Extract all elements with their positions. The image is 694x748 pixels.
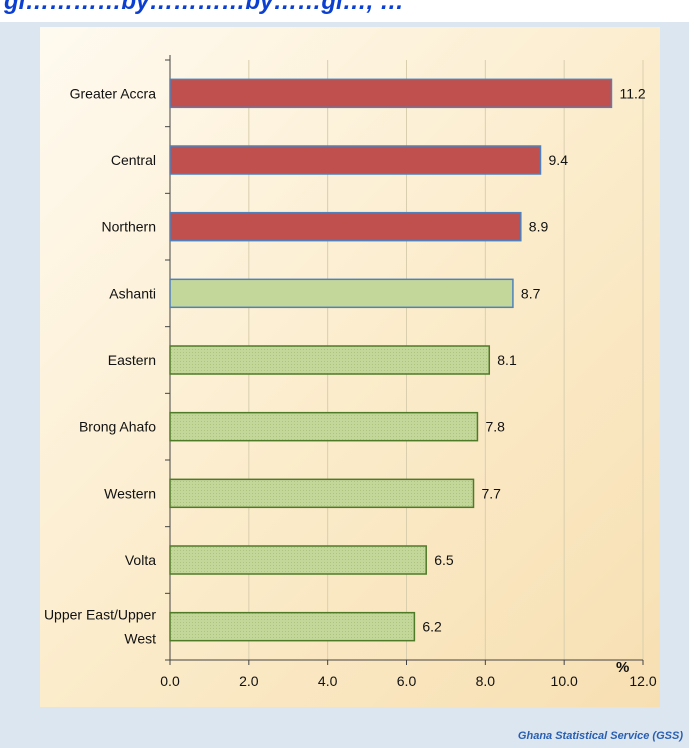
x-tick-label: 10.0 (551, 673, 578, 689)
data-label: 8.1 (497, 352, 517, 368)
data-label: 8.9 (529, 219, 549, 235)
data-label: 11.2 (619, 85, 645, 101)
chart-title-fragment: gi…………by…………by……gi…, … (4, 0, 405, 15)
chart-banner: gi…………by…………by……gi…, … (0, 0, 694, 22)
category-label: Ashanti (109, 285, 156, 301)
category-label: Upper East/Upper West (44, 607, 156, 647)
bar-chart: 0.0 2.0 4.0 6.0 8.0 10.0 12.0 11.2 Greater Accra… (44, 55, 657, 689)
x-tick-label: 6.0 (397, 673, 417, 689)
category-label: Brong Ahafo (79, 419, 156, 435)
unit-label: % (616, 659, 630, 676)
category-label: Greater Accra (70, 85, 157, 101)
bar (169, 478, 475, 509)
x-tick-label: 0.0 (160, 673, 180, 689)
bar (169, 545, 427, 575)
x-tick-label: 12.0 (629, 673, 656, 689)
category-label: Volta (125, 552, 156, 568)
data-label: 7.7 (482, 485, 502, 501)
category-label: Central (111, 152, 156, 168)
bar (169, 78, 613, 109)
bar (169, 411, 479, 442)
bar (169, 278, 514, 309)
x-tick-label: 8.0 (476, 673, 496, 689)
bar (169, 611, 416, 642)
data-label: 6.5 (434, 552, 454, 568)
bar (169, 145, 542, 175)
category-label: Western (104, 485, 156, 501)
x-tick-label: 2.0 (239, 673, 259, 689)
data-label: 8.7 (521, 285, 541, 301)
data-label: 6.2 (422, 619, 442, 635)
data-label: 7.8 (485, 419, 505, 435)
category-label: Eastern (108, 352, 156, 368)
bar (169, 345, 491, 375)
chart-panel: 0.0 2.0 4.0 6.0 8.0 10.0 12.0 11.2 Greater Accra… (0, 22, 689, 748)
data-label: 9.4 (549, 152, 569, 168)
bar (169, 211, 522, 242)
source-note: Ghana Statistical Service (GSS) (517, 730, 683, 742)
x-tick-label: 4.0 (318, 673, 338, 689)
category-label: Northern (102, 219, 156, 235)
